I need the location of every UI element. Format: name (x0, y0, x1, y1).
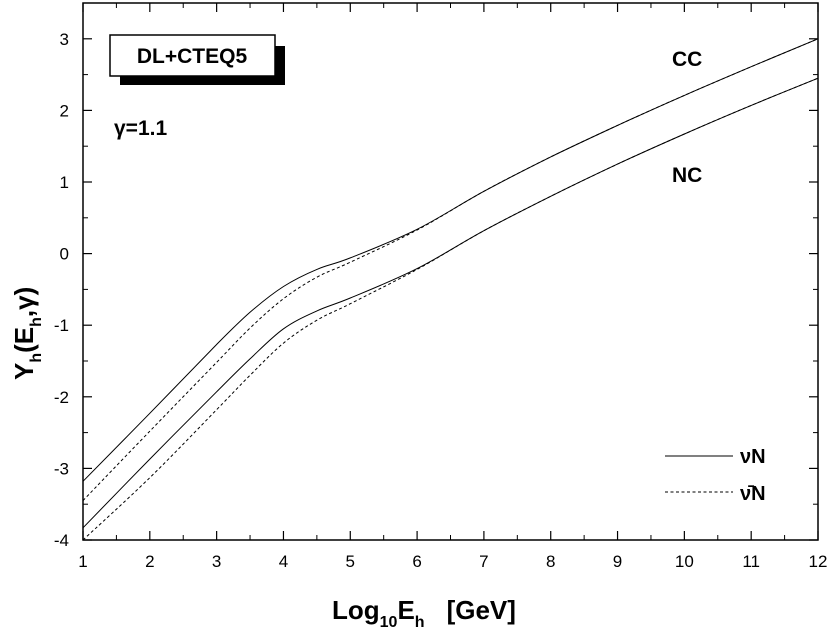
nc-dashed-curve (82, 77, 819, 541)
y-tick-label: -3 (54, 459, 69, 478)
x-tick-label: 3 (212, 552, 221, 571)
y-tick-label: 0 (60, 245, 69, 264)
x-tick-label: 7 (479, 552, 488, 571)
tick-marks (82, 3, 819, 541)
nc-solid-curve (82, 77, 819, 529)
cc-dashed-curve (82, 38, 819, 501)
x-tick-label: 12 (809, 552, 828, 571)
x-tick-label: 4 (279, 552, 288, 571)
nc-curve-label: NC (672, 164, 702, 187)
x-tick-label: 6 (412, 552, 421, 571)
y-tick-label: -4 (54, 531, 69, 550)
legend: νN ν̄N (665, 446, 766, 505)
dataset-box-frame (109, 34, 276, 77)
dataset-box: DL+CTEQ5 (109, 34, 285, 85)
cc-solid-curve (82, 38, 819, 482)
y-tick-label: -1 (54, 316, 69, 335)
y-tick-label: 2 (60, 101, 69, 120)
x-tick-label: 2 (145, 552, 154, 571)
y-tick-label: 1 (60, 173, 69, 192)
curves (82, 38, 819, 541)
cc-curve-label: CC (672, 48, 702, 71)
y-tick-label: 3 (60, 30, 69, 49)
x-tick-label: 8 (546, 552, 555, 571)
legend-label-neutrino: νN (740, 446, 766, 468)
x-axis-title: Log10Eh [GeV] (332, 595, 516, 631)
x-tick-label: 11 (742, 552, 760, 571)
x-tick-label: 10 (675, 552, 694, 571)
x-tick-label: 9 (613, 552, 622, 571)
dataset-box-label: DL+CTEQ5 (137, 45, 248, 68)
y-axis-title: Yh(Eh,γ) (9, 287, 45, 380)
gamma-label: γ=1.1 (114, 117, 167, 140)
x-tick-label: 1 (78, 552, 87, 571)
legend-label-antineutrino: ν̄N (740, 483, 766, 505)
x-tick-label: 5 (346, 552, 355, 571)
y-tick-label: -2 (54, 388, 69, 407)
